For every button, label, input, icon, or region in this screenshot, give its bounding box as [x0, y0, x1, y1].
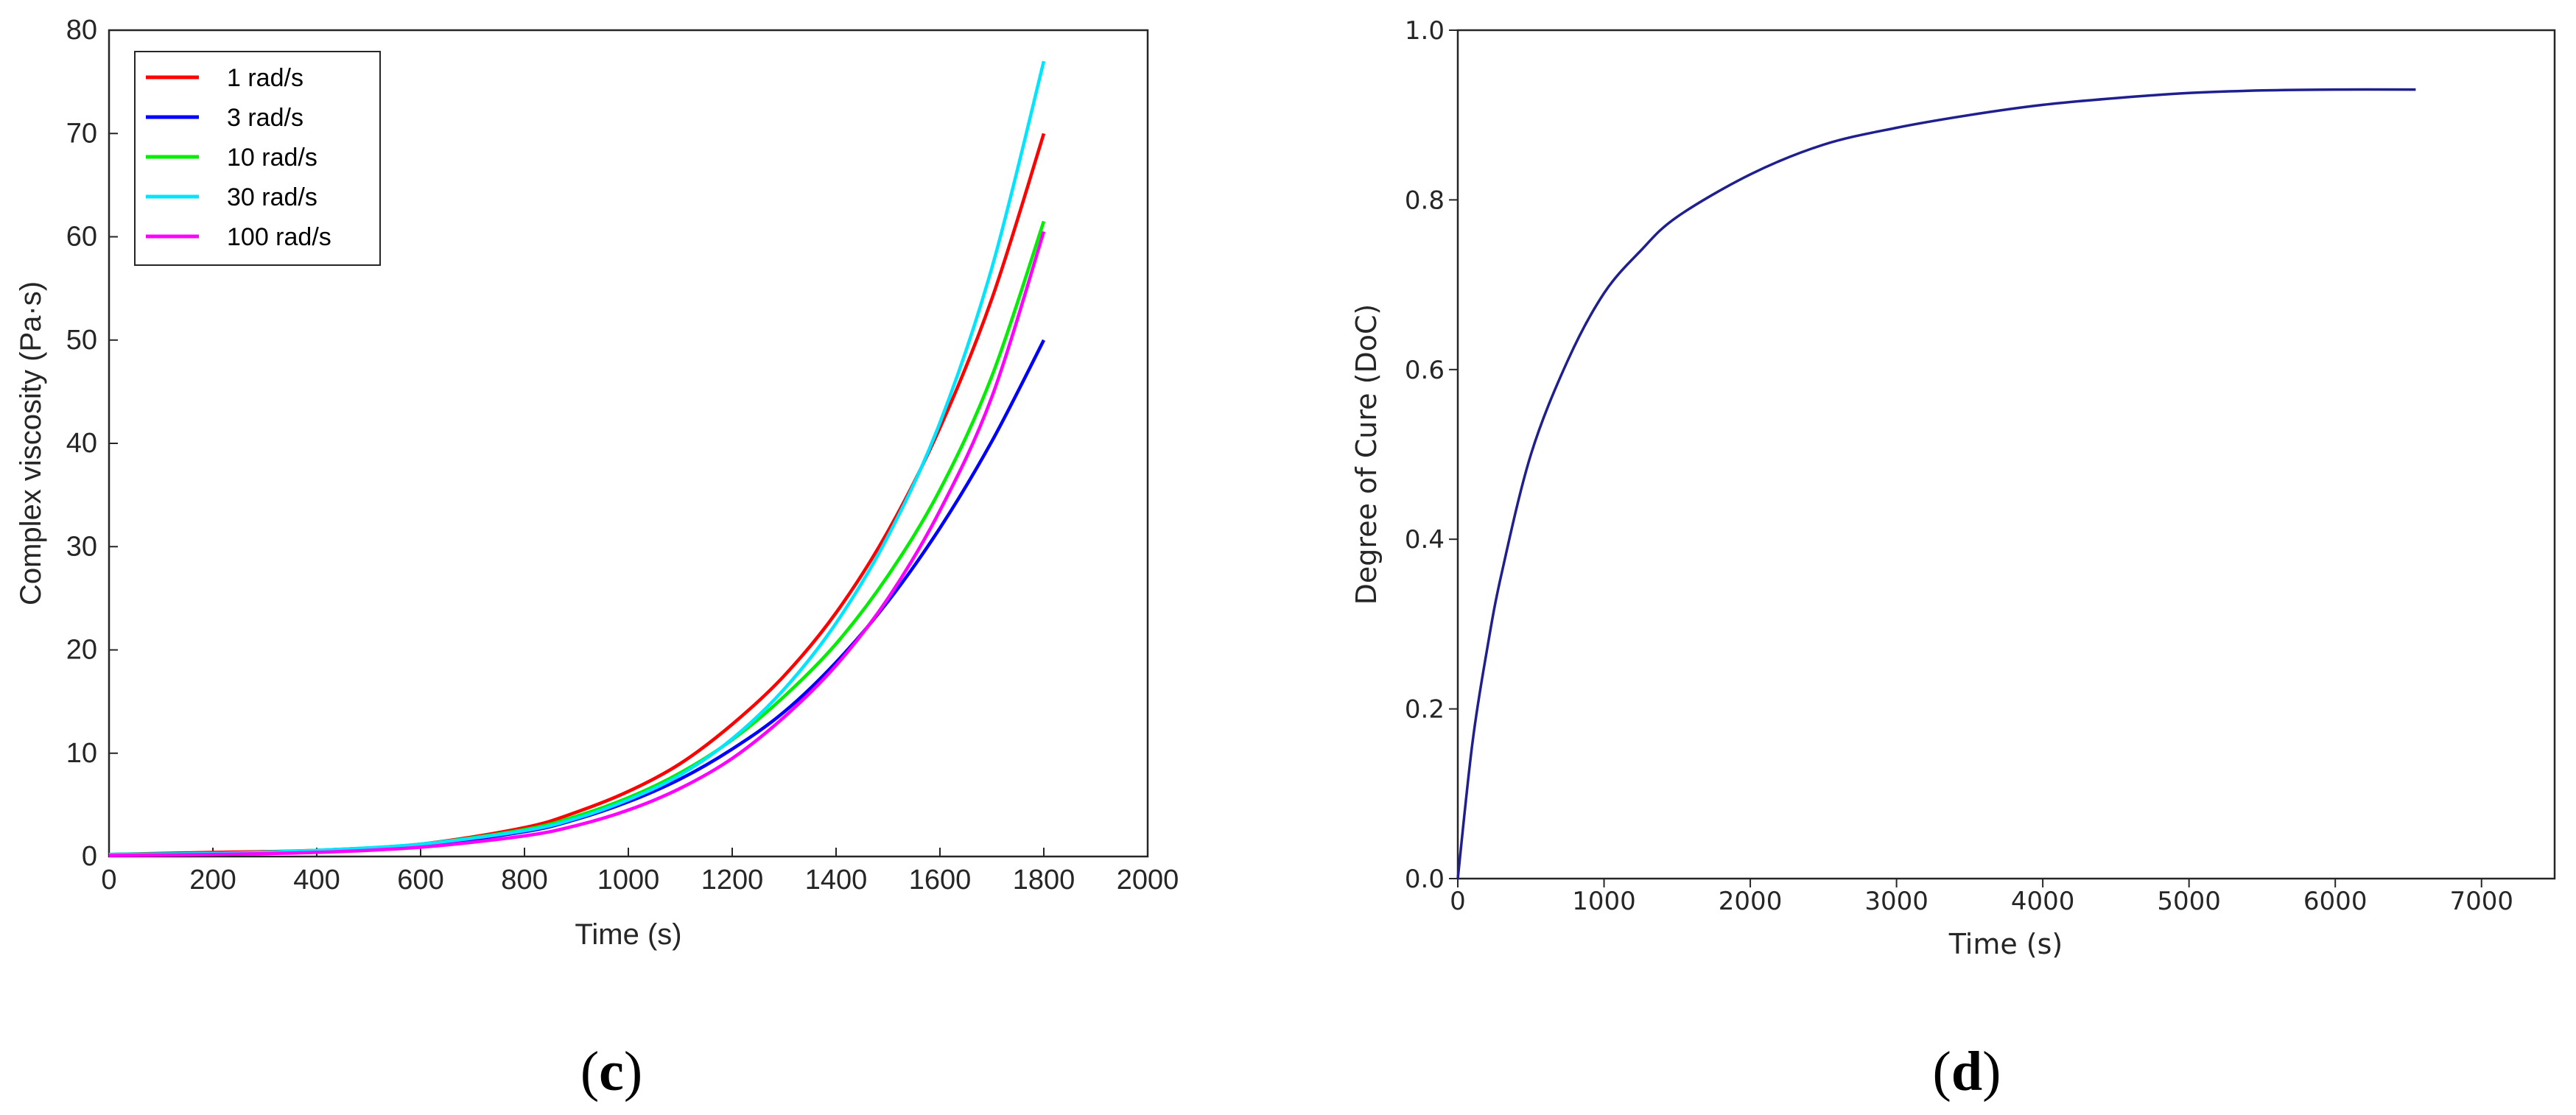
chart-c: 0 200 400 600 800 1000 1200 1400 1600 1800 2000 0 10… — [15, 15, 1179, 951]
y-tick-label: 40 — [66, 428, 97, 459]
x-tick-label: 4000 — [2011, 887, 2075, 916]
chart-d-series — [1456, 88, 2416, 879]
x-tick-label: 5000 — [2157, 887, 2221, 916]
x-tick-label: 600 — [397, 865, 443, 896]
panel-label-c-close: ) — [624, 1041, 642, 1102]
x-tick-label: 400 — [293, 865, 340, 896]
panel-label-d-letter: d — [1951, 1041, 1982, 1102]
chart-c-ylabel: Complex viscosity (Pa·s) — [15, 281, 47, 605]
x-tick-label: 1200 — [701, 865, 764, 896]
x-tick-label: 800 — [501, 865, 547, 896]
x-tick-label: 1800 — [1013, 865, 1075, 896]
y-tick-label: 60 — [66, 222, 97, 253]
y-tick-label: 0.0 — [1405, 865, 1445, 894]
y-tick-label: 70 — [66, 118, 97, 149]
chart-c-legend: 1 rad/s 3 rad/s 10 rad/s 30 rad/s 100 rad/s — [134, 51, 381, 266]
legend-label: 3 rad/s — [227, 104, 303, 132]
y-tick-label: 0.4 — [1405, 525, 1445, 555]
legend-label: 30 rad/s — [227, 183, 317, 211]
panel-label-d-close: ) — [1982, 1041, 2001, 1102]
panel-label-c-letter: c — [599, 1041, 624, 1102]
y-tick-label: 20 — [66, 635, 97, 666]
legend-label: 10 rad/s — [227, 144, 317, 172]
chart-d: 0 1000 2000 3000 4000 5000 6000 7000 0.0 0.2 0.4 0.… — [1350, 16, 2556, 960]
panel-label-c: (c) — [580, 1041, 642, 1102]
x-tick-label: 200 — [189, 865, 236, 896]
x-tick-label: 1000 — [1572, 887, 1636, 916]
legend-label: 100 rad/s — [227, 223, 331, 251]
panel-label-d-open: ( — [1933, 1041, 1951, 1102]
x-tick-label: 1600 — [909, 865, 972, 896]
x-tick-label: 1000 — [597, 865, 660, 896]
chart-d-ylabel: Degree of Cure (DoC) — [1350, 304, 1383, 605]
y-tick-label: 0.8 — [1405, 186, 1445, 215]
x-tick-label: 3000 — [1864, 887, 1929, 916]
y-tick-label: 50 — [66, 325, 97, 356]
y-tick-label: 0.6 — [1405, 356, 1445, 385]
x-tick-label: 0 — [1450, 887, 1466, 916]
panel-label-d: (d) — [1933, 1041, 2001, 1102]
series-line-100-rad-s — [108, 231, 1046, 857]
x-tick-label: 6000 — [2303, 887, 2368, 916]
chart-d-xlabel: Time (s) — [1948, 928, 2063, 960]
chart-c-ticks: 0 200 400 600 800 1000 1200 1400 1600 1800 2000 0 10… — [66, 15, 1179, 896]
series-line-doc — [1456, 88, 2416, 879]
chart-c-xlabel: Time (s) — [575, 918, 681, 951]
x-tick-label: 1400 — [805, 865, 868, 896]
x-tick-label: 7000 — [2449, 887, 2513, 916]
chart-d-plot-area — [1456, 29, 2556, 880]
x-tick-label: 2000 — [1117, 865, 1179, 896]
chart-c-series — [108, 60, 1046, 857]
y-tick-label: 10 — [66, 738, 97, 769]
y-tick-label: 30 — [66, 531, 97, 562]
x-tick-label: 2000 — [1719, 887, 1783, 916]
series-line-30-rad-s — [108, 60, 1046, 857]
y-tick-label: 0 — [82, 841, 97, 872]
legend-label: 1 rad/s — [227, 64, 303, 92]
y-tick-label: 0.2 — [1405, 695, 1445, 725]
panel-label-c-open: ( — [580, 1041, 599, 1102]
y-tick-label: 1.0 — [1405, 16, 1445, 46]
x-tick-label: 0 — [101, 865, 116, 896]
chart-d-ticks: 0 1000 2000 3000 4000 5000 6000 7000 0.0 0.2 0.4 0.… — [1405, 16, 2513, 916]
y-tick-label: 80 — [66, 15, 97, 46]
